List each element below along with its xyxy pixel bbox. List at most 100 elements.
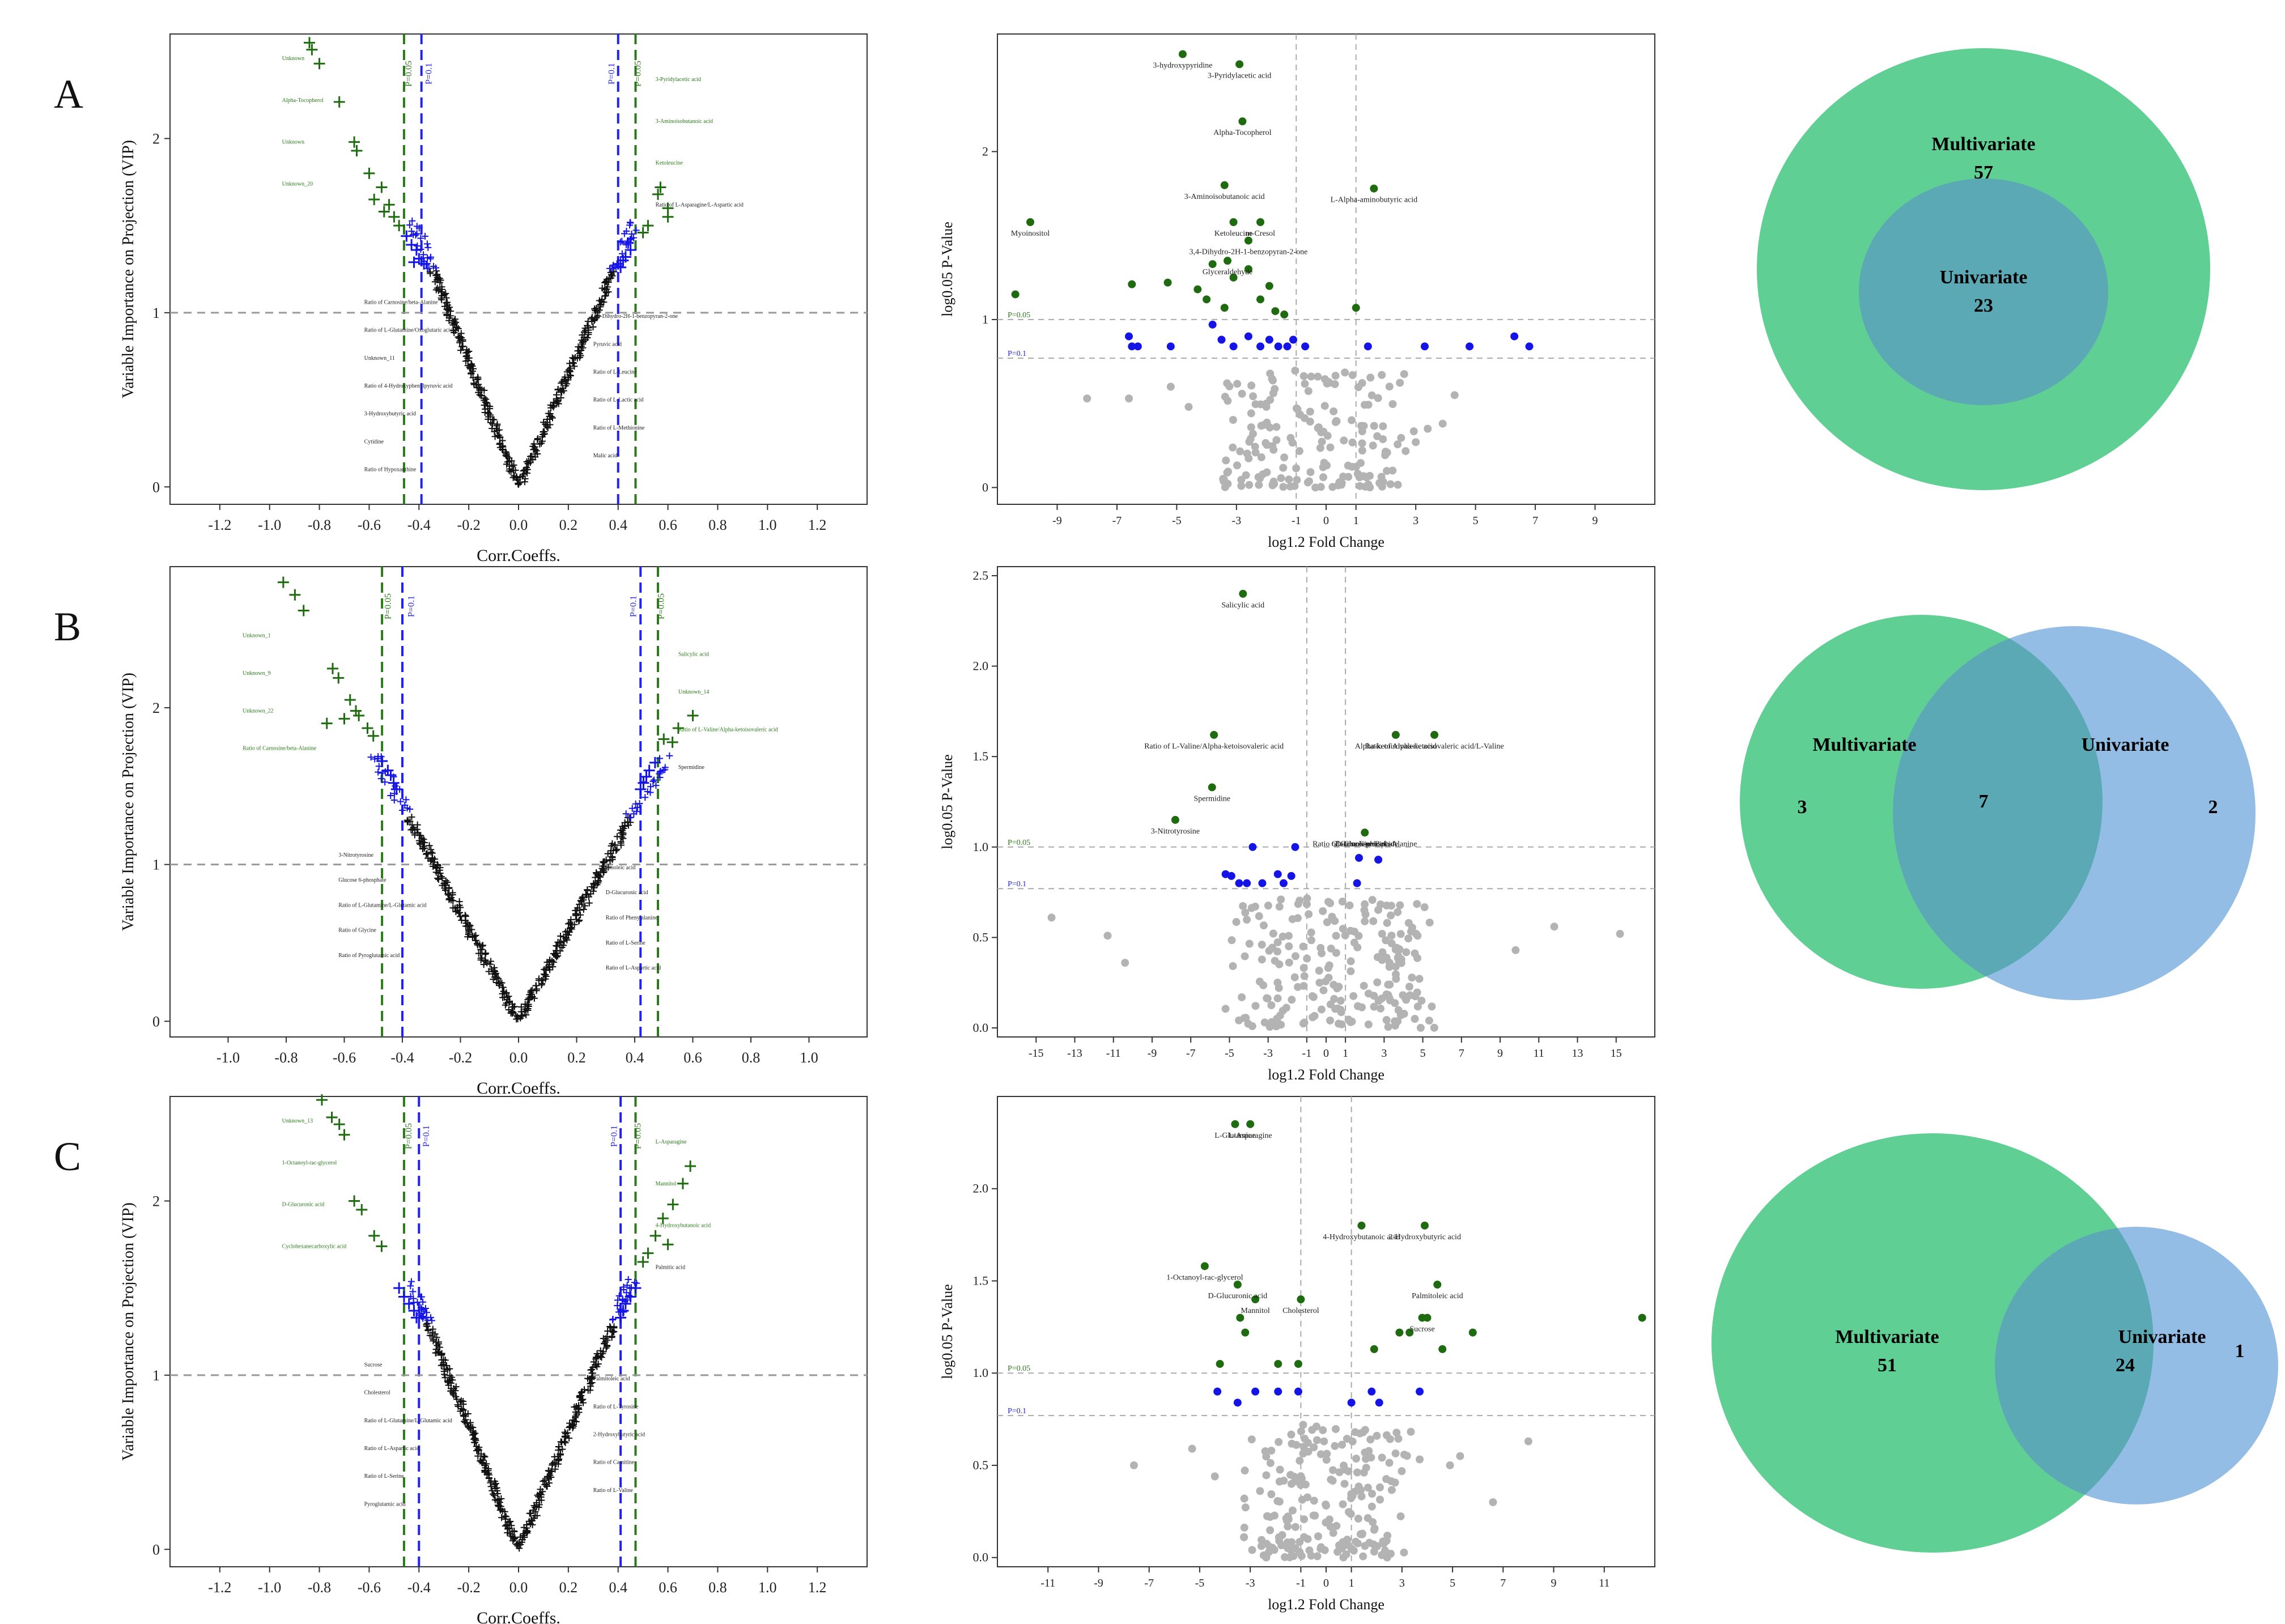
panel-a-vip-point-label: Unknown_11 [364,355,395,362]
panel-c-vip-ns-marker [502,1513,509,1520]
panel-b-volcano-labels: Salicylic acid Ratio of L-Valine/Alpha-ke… [1144,601,1504,848]
panel-c-vip-ns-marker [441,1357,449,1364]
panel-a-vip-ns-marker [540,428,547,435]
panel-b-vip-ns-marker [442,877,449,885]
panel-a-volcano-ns-point [1378,371,1386,379]
panel-c-volcano-ns-point [1367,1453,1375,1462]
panel-a-vip-ns-marker [470,380,478,387]
panel-b-volcano-ns-point [1279,932,1287,941]
panel-c-vip-point-label: Ratio of L-Tyrosine [593,1404,639,1410]
panel-a-volcano-point [1274,342,1282,351]
panel-a-volcano-point [1438,419,1447,428]
panel-b-volcano-ns-point [1284,932,1293,940]
panel-a-vip-point [662,211,674,223]
panel-a-vip-point [333,96,345,108]
panel-b-volcano-xtick-label: 3 [1381,1047,1387,1060]
panel-a-venn-right-count: 23 [1974,295,1993,316]
panel-a-volcano-ns-point [1307,372,1315,381]
panel-a-vip-ns-marker [441,303,448,310]
panel-a-vip-ns-marker [473,384,481,392]
panel-b-volcano-ns-point [1405,983,1413,991]
panel-b-vip-point [687,709,699,721]
panel-b-vip-ns-marker [505,1006,512,1013]
panel-b-volcano-ns-point [1411,1015,1419,1023]
panel-b-volcano-label: Linoleic acid [1344,840,1386,848]
panel-b-vip-band-marker [406,805,414,813]
panel-a-vip-point [652,188,664,200]
panel-c-volcano-xlabel: log1.2 Fold Change [1268,1596,1384,1613]
panel-b-vip-ns-marker [593,869,600,876]
panel-c-volcano-ns-point [1304,1447,1313,1456]
panel-b-volcano-point [1243,879,1251,887]
panel-c-vip-band-marker [609,1316,617,1324]
panel-a-vip-band-marker [606,265,613,272]
panel-b-volcano-xtick-label: -7 [1186,1047,1196,1060]
panel-b-vip-ns-marker [461,912,469,919]
panel-a-vip-band-marker [427,253,435,261]
panel-b-volcano-ns-point [1347,967,1355,976]
panel-c-vip-ns-marker [597,1347,604,1354]
panel-c-volcano-ns-point [1267,1447,1276,1455]
panel-a-vip-point-label: 3-Pyridylacetic acid [656,76,701,83]
panel-b-vip-ns-marker [574,904,581,912]
panel-b-vip-ytick-label: 2 [152,700,160,716]
panel-a-volcano-point [1203,295,1211,304]
panel-c-vip-ns-marker [468,1423,475,1431]
panel-a-volcano-ns-point [1358,447,1366,455]
panel-b-volcano-ns-point [1413,954,1422,962]
panel-b-venn-right-only: 2 [2208,797,2218,818]
panel-b-volcano-point [1291,843,1299,851]
panel-a-volcano-point [1271,307,1280,316]
panel-c-volcano-ns-point [1354,1515,1362,1523]
panel-b-volcano-ns-point [1396,901,1404,909]
panel-b-vip-xtick-label: 1.0 [800,1049,818,1066]
panel-c-volcano-point [1395,1328,1404,1337]
panel-b-vip-ns-marker [468,926,475,933]
panel-a-volcano-ns-point [1251,400,1260,409]
panel-a-volcano-ns-point [1304,387,1313,396]
panel-c-volcano-ns-point [1256,1487,1264,1495]
panel-c-vip-point [338,1129,350,1141]
panel-c-vip-ns-marker [570,1422,577,1430]
panel-c-vip-frame [169,1096,868,1567]
panel-b-volcano-series [1221,843,1383,887]
panel-b-volcano-label: Ratio of Alpha-ketoisovaleric acid/L-Val… [1365,742,1503,751]
panel-a-vip-ns-marker [515,481,523,488]
panel-b-volcano-ns-point [1258,955,1266,964]
panel-b-vip-ns-marker [449,904,457,912]
panel-b-vip-ns-marker [517,1004,525,1011]
panel-a-vip-ns-marker [462,349,470,356]
panel-a-vip-ns-marker [525,457,532,465]
panel-a-volcano-point [1238,117,1247,126]
panel-a-vip-ns-marker [459,338,466,345]
panel-a-vip-plot: P=0.05 P=0.1 P=0.1 P=0.05 Unknown 3-Pyridylac… [120,33,868,565]
panel-a-vip-ns-marker [495,426,503,433]
panel-a-vip-ns-marker [511,472,518,479]
panel-c-volcano-ns-point [1310,1443,1318,1452]
panel-c-vip-ns-marker [508,1522,515,1529]
panel-b-vip-xtick-label: -0.2 [449,1049,472,1066]
panel-a-volcano-ns-point [1314,372,1322,381]
panel-c-vip-point [349,1195,360,1207]
panel-c-volcano-ns-point [1359,1552,1367,1561]
panel-b-vip-ns-marker [458,916,465,924]
panel-c-volcano-ns-point [1301,1435,1309,1443]
panel-c-venn-left-count: 51 [1878,1355,1897,1376]
panel-b-vip-ns-marker [500,988,507,995]
panel-b-volcano-ns-point [1391,970,1400,979]
panel-b-vip-point-label: Ratio of Glycine [338,928,376,934]
panel-c-vip-point [333,1119,345,1130]
panel-c-volcano-ns-point [1282,1514,1290,1523]
panel-a-vip-xtick-label: 0.0 [509,517,528,533]
panel-a-volcano-series [1125,320,1534,351]
panel-b-volcano-ns-point [1344,1015,1353,1024]
panel-b-volcano-ns-point [1428,1002,1436,1011]
panel-a-volcano-point [1220,181,1229,189]
panel-b-volcano-point [1208,783,1216,792]
panel-b-vip-point-label: Ratio of L-Serine [606,940,646,946]
panel-b-vip-ns-marker [500,993,508,1001]
panel-c-vip-ns-marker [540,1478,547,1485]
panel-a-vip-xtick-label: -0.6 [358,517,381,533]
panel-c-vip-xtick-label: 0.4 [609,1579,627,1596]
panel-b-venn-overlap [1893,626,2103,989]
